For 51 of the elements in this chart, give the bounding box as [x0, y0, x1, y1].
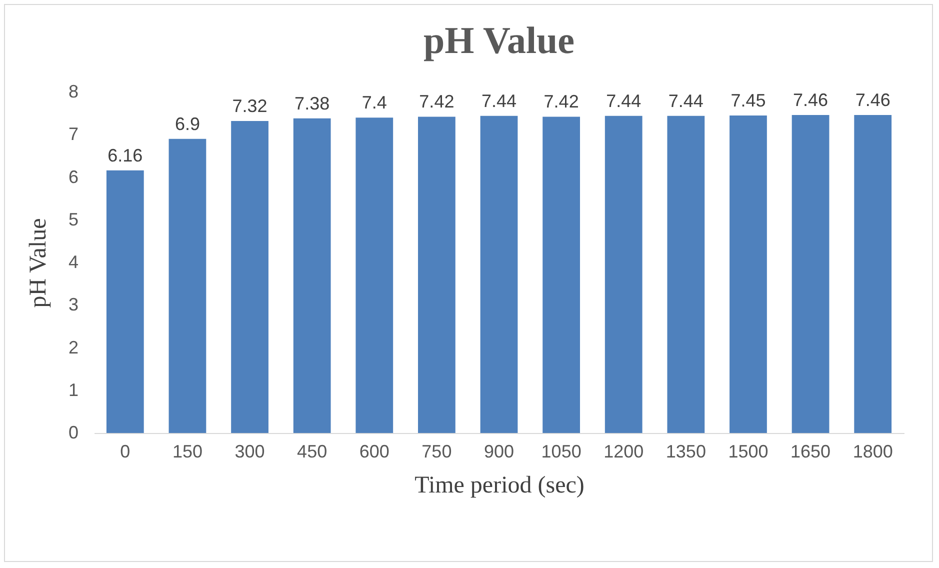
bar — [168, 138, 206, 433]
y-axis-title: pH Value — [25, 218, 52, 308]
bar — [231, 120, 268, 433]
data-label: 7.44 — [606, 90, 642, 111]
x-tick-label: 1800 — [852, 442, 893, 462]
data-label: 7.32 — [232, 96, 268, 116]
bar — [293, 118, 331, 433]
chart-title: pH Value — [423, 20, 575, 62]
y-tick-label: 2 — [68, 337, 78, 358]
x-tick-label: 1200 — [604, 442, 644, 462]
bar — [480, 116, 518, 433]
x-tick-label: 1350 — [666, 442, 706, 462]
y-tick-label: 1 — [68, 380, 78, 400]
x-tick-label: 300 — [234, 442, 265, 462]
x-tick-label: 0 — [120, 442, 130, 462]
y-tick-label: 4 — [68, 252, 78, 272]
x-tick-label: 1500 — [728, 442, 768, 462]
data-label: 7.45 — [730, 90, 766, 110]
y-tick-label: 3 — [68, 294, 78, 315]
bar — [667, 116, 705, 433]
x-tick-label: 600 — [359, 442, 390, 462]
data-label: 7.44 — [668, 90, 704, 111]
data-label: 6.9 — [174, 114, 200, 134]
bar — [106, 170, 144, 433]
bar — [418, 116, 456, 433]
bar — [542, 116, 580, 433]
bar — [792, 115, 830, 433]
x-tick-label: 900 — [484, 442, 514, 462]
data-label: 7.42 — [544, 92, 579, 112]
x-tick-label: 750 — [422, 442, 452, 462]
x-tick-label: 1650 — [790, 442, 831, 462]
data-label: 7.44 — [481, 90, 517, 111]
data-label: 7.46 — [855, 90, 890, 110]
x-tick-label: 150 — [172, 442, 202, 462]
bar — [604, 116, 642, 433]
data-label: 6.16 — [108, 145, 143, 166]
x-tick-label: 1050 — [541, 442, 582, 462]
x-tick-label: 450 — [297, 442, 328, 462]
bar — [730, 115, 767, 433]
data-label: 7.46 — [793, 90, 828, 110]
x-axis-title: Time period (sec) — [414, 472, 584, 498]
y-tick-label: 6 — [68, 166, 78, 187]
y-tick-label: 8 — [68, 82, 78, 102]
bar — [356, 118, 394, 433]
data-label: 7.38 — [294, 93, 330, 114]
y-tick-label: 5 — [68, 209, 78, 230]
y-tick-label: 0 — [68, 422, 78, 442]
y-tick-label: 7 — [68, 124, 78, 144]
data-label: 7.42 — [419, 92, 454, 112]
bar — [854, 115, 892, 433]
data-label: 7.4 — [362, 92, 387, 113]
